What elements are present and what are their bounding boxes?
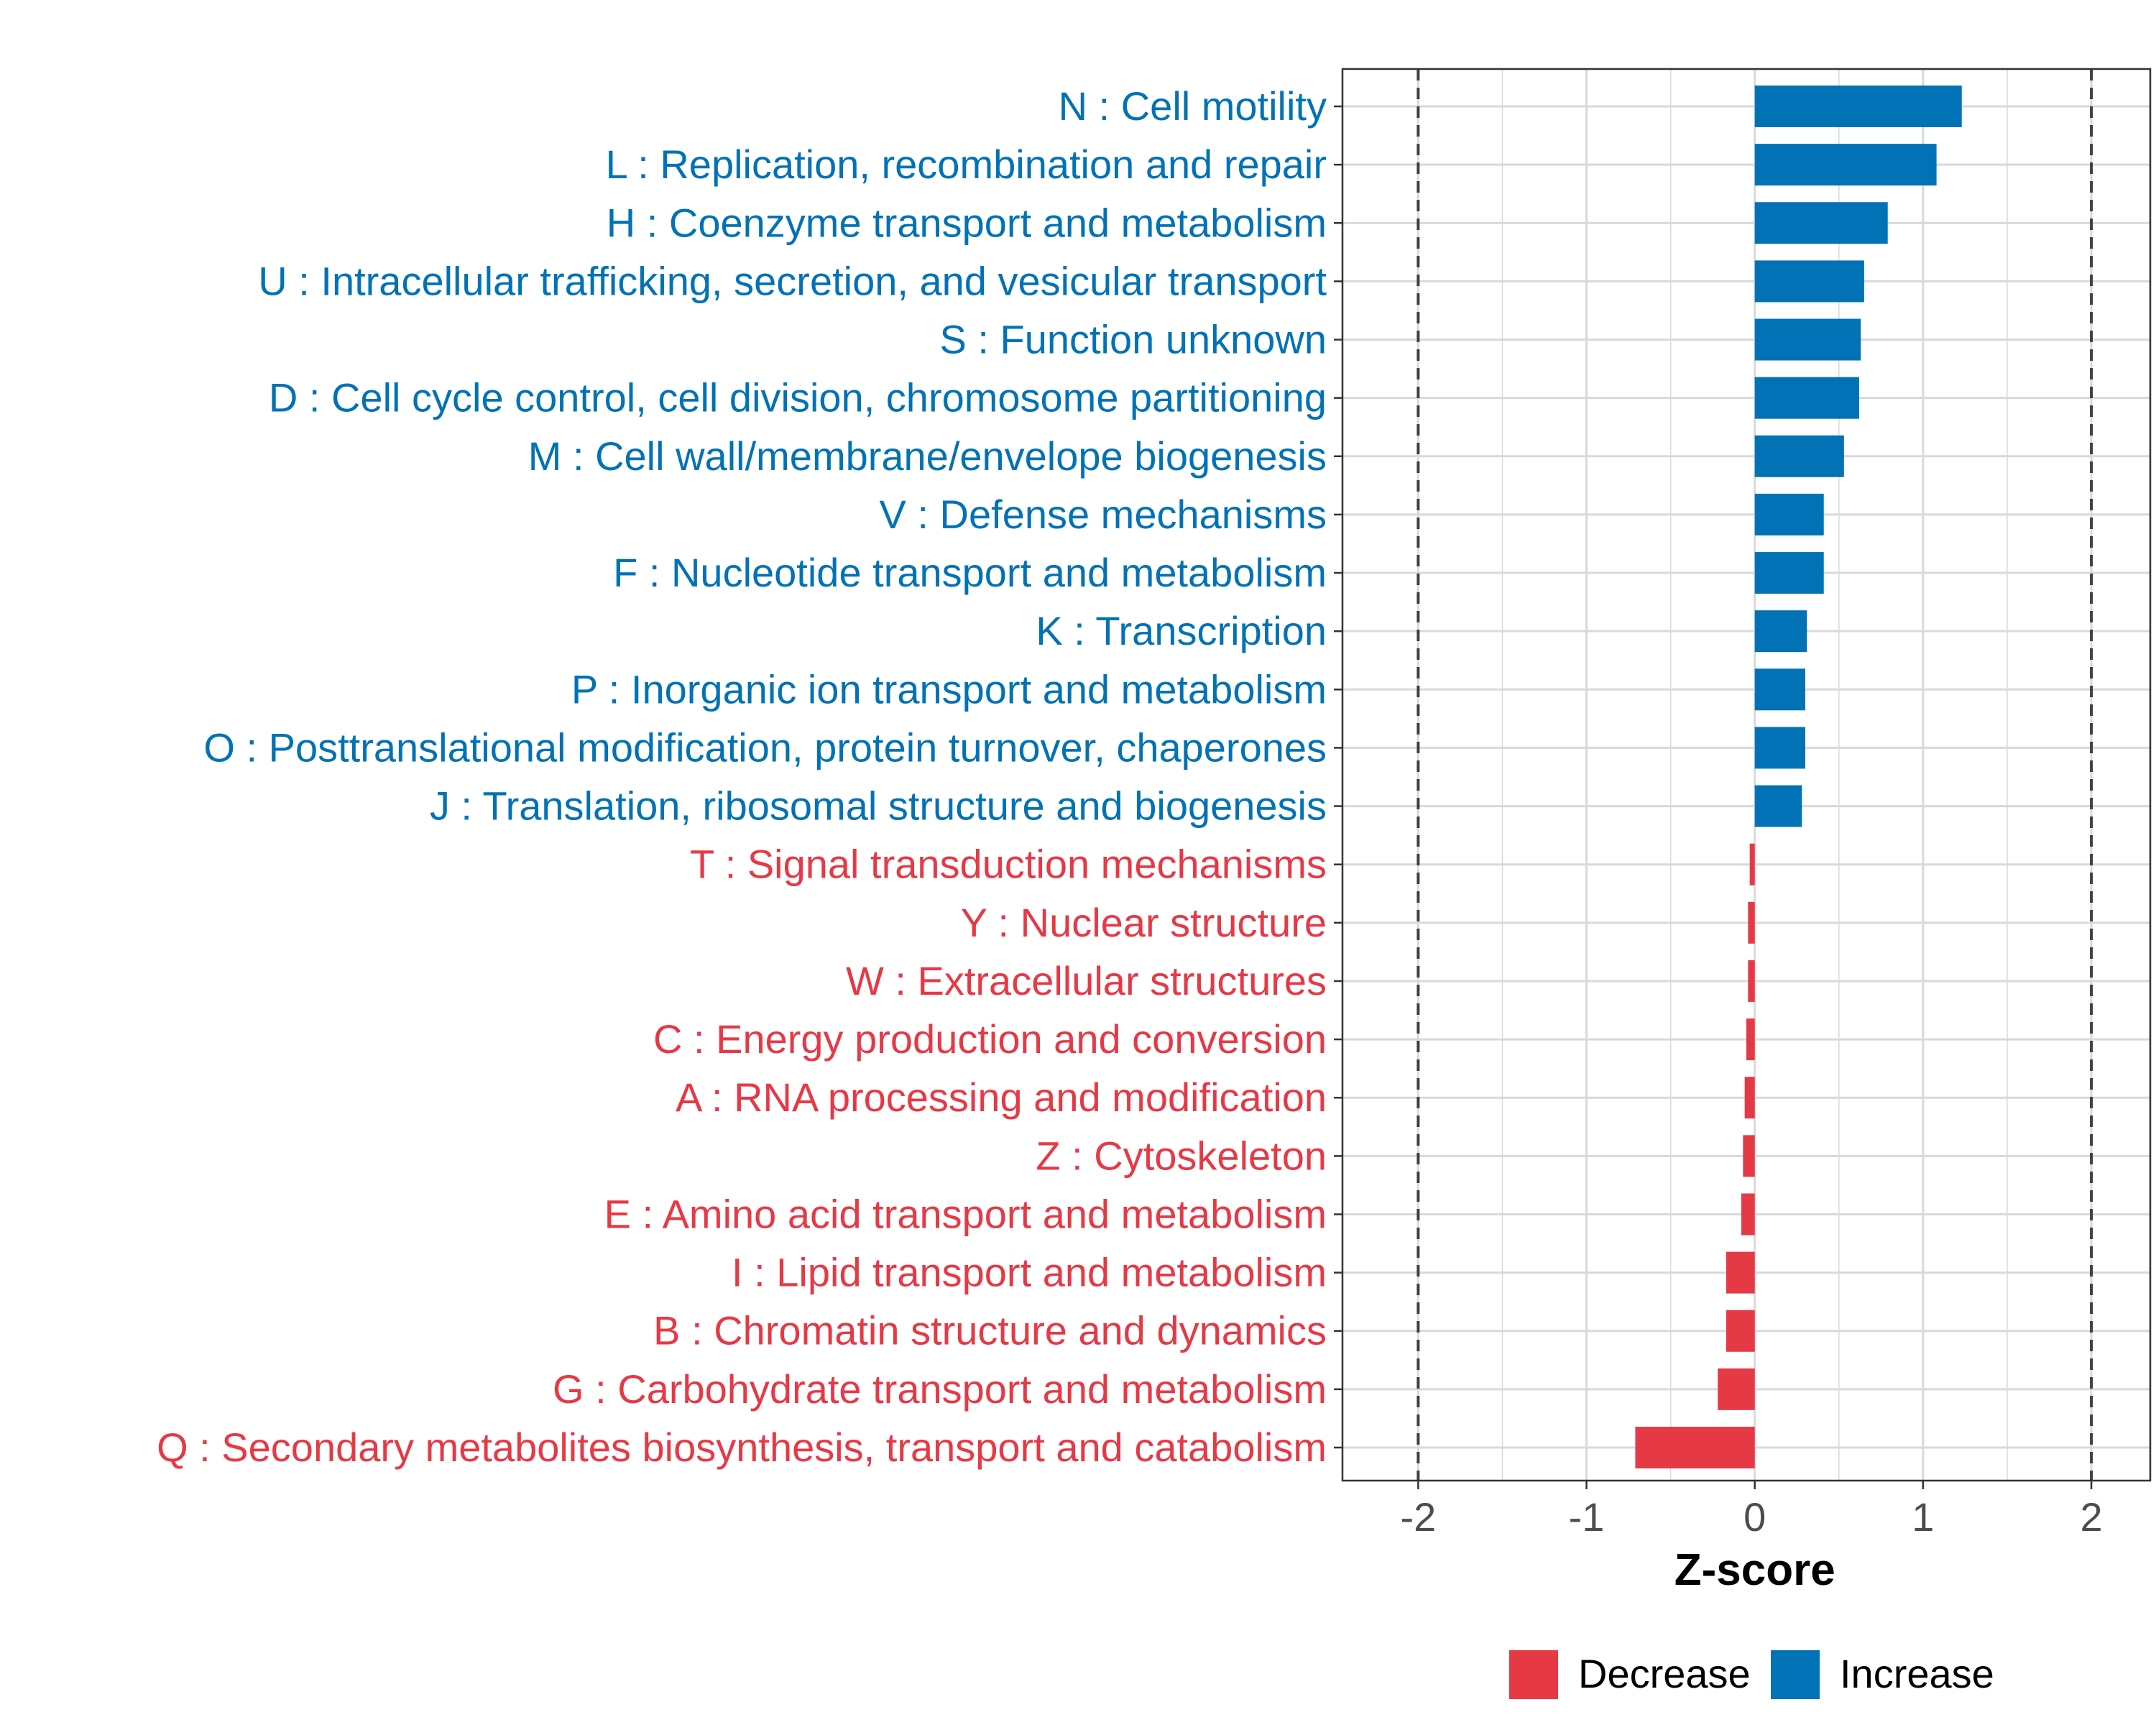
x-tick-label: -1 <box>1569 1494 1605 1540</box>
bar-decrease <box>1749 843 1755 886</box>
y-category-label: J : Translation, ribosomal structure and… <box>430 783 1327 829</box>
bar-decrease <box>1726 1310 1755 1352</box>
bar-decrease <box>1635 1427 1755 1468</box>
y-category-label: V : Defense mechanisms <box>880 492 1327 537</box>
y-category-label: W : Extracellular structures <box>846 958 1327 1003</box>
x-tick-label: 1 <box>1912 1494 1934 1540</box>
bar-increase <box>1754 785 1802 827</box>
bar-increase <box>1754 610 1807 653</box>
bar-decrease <box>1743 1135 1755 1177</box>
bar-increase <box>1754 493 1824 535</box>
bar-increase <box>1754 260 1864 303</box>
grid-layer <box>1342 69 2150 1481</box>
reference-lines <box>1416 69 2093 1481</box>
bar-decrease <box>1748 960 1755 1002</box>
y-category-label: K : Transcription <box>1036 608 1327 653</box>
bar-increase <box>1754 435 1844 477</box>
y-category-label: Q : Secondary metabolites biosynthesis, … <box>157 1425 1327 1470</box>
bar-increase <box>1754 86 1962 127</box>
bar-decrease <box>1748 901 1755 944</box>
plot-panel-border <box>1341 68 2152 1482</box>
bar-increase <box>1754 318 1861 361</box>
bar-decrease <box>1746 1018 1755 1061</box>
bar-increase <box>1754 668 1805 711</box>
y-category-labels: N : Cell motility L : Replication, recomb… <box>157 83 1327 1470</box>
bar-increase <box>1754 552 1824 594</box>
bar-decrease <box>1718 1368 1755 1410</box>
bar-increase <box>1754 377 1859 419</box>
y-category-label: U : Intracellular trafficking, secretion… <box>258 258 1327 303</box>
bar-decrease <box>1726 1251 1755 1294</box>
y-category-label: E : Amino acid transport and metabolism <box>604 1191 1327 1236</box>
x-tick-label: -2 <box>1400 1494 1436 1540</box>
y-category-label: D : Cell cycle control, cell division, c… <box>269 375 1327 420</box>
bar-increase <box>1754 202 1888 244</box>
x-tick-label: 0 <box>1743 1494 1766 1540</box>
legend-label-increase: Increase <box>1840 1651 1994 1696</box>
y-category-label: H : Coenzyme transport and metabolism <box>607 200 1327 245</box>
y-category-label: G : Carbohydrate transport and metabolis… <box>553 1366 1327 1412</box>
legend-label-decrease: Decrease <box>1578 1651 1751 1696</box>
bar-decrease <box>1744 1077 1755 1119</box>
y-category-label: I : Lipid transport and metabolism <box>732 1250 1327 1295</box>
y-category-label: N : Cell motility <box>1059 83 1327 129</box>
bars <box>1635 86 1962 1468</box>
bar-increase <box>1754 727 1805 769</box>
y-category-label: B : Chromatin structure and dynamics <box>653 1308 1327 1353</box>
x-tick-label: 2 <box>2080 1494 2102 1540</box>
x-ticks: -2 -1 0 1 2 <box>1400 1481 2103 1540</box>
y-category-label: T : Signal transduction mechanisms <box>690 842 1327 887</box>
bar-decrease <box>1741 1193 1755 1236</box>
y-category-label: Z : Cytoskeleton <box>1036 1133 1327 1178</box>
y-category-label: C : Energy production and conversion <box>653 1016 1327 1062</box>
y-category-label: F : Nucleotide transport and metabolism <box>613 550 1327 595</box>
y-category-label: P : Inorganic ion transport and metaboli… <box>571 666 1327 712</box>
y-category-label: S : Function unknown <box>939 317 1327 362</box>
y-category-label: L : Replication, recombination and repai… <box>606 142 1327 187</box>
x-axis-title: Z-score <box>1674 1545 1835 1595</box>
y-category-label: M : Cell wall/membrane/envelope biogenes… <box>528 433 1327 479</box>
y-ticks <box>1334 105 1342 1449</box>
y-category-label: O : Posttranslational modification, prot… <box>203 724 1327 770</box>
legend: Decrease Increase <box>1509 1650 1994 1699</box>
legend-swatch-decrease <box>1509 1650 1558 1699</box>
legend-swatch-increase <box>1771 1650 1820 1699</box>
y-category-label: A : RNA processing and modification <box>676 1075 1327 1120</box>
bar-increase <box>1754 144 1937 186</box>
y-category-label: Y : Nuclear structure <box>961 900 1327 945</box>
